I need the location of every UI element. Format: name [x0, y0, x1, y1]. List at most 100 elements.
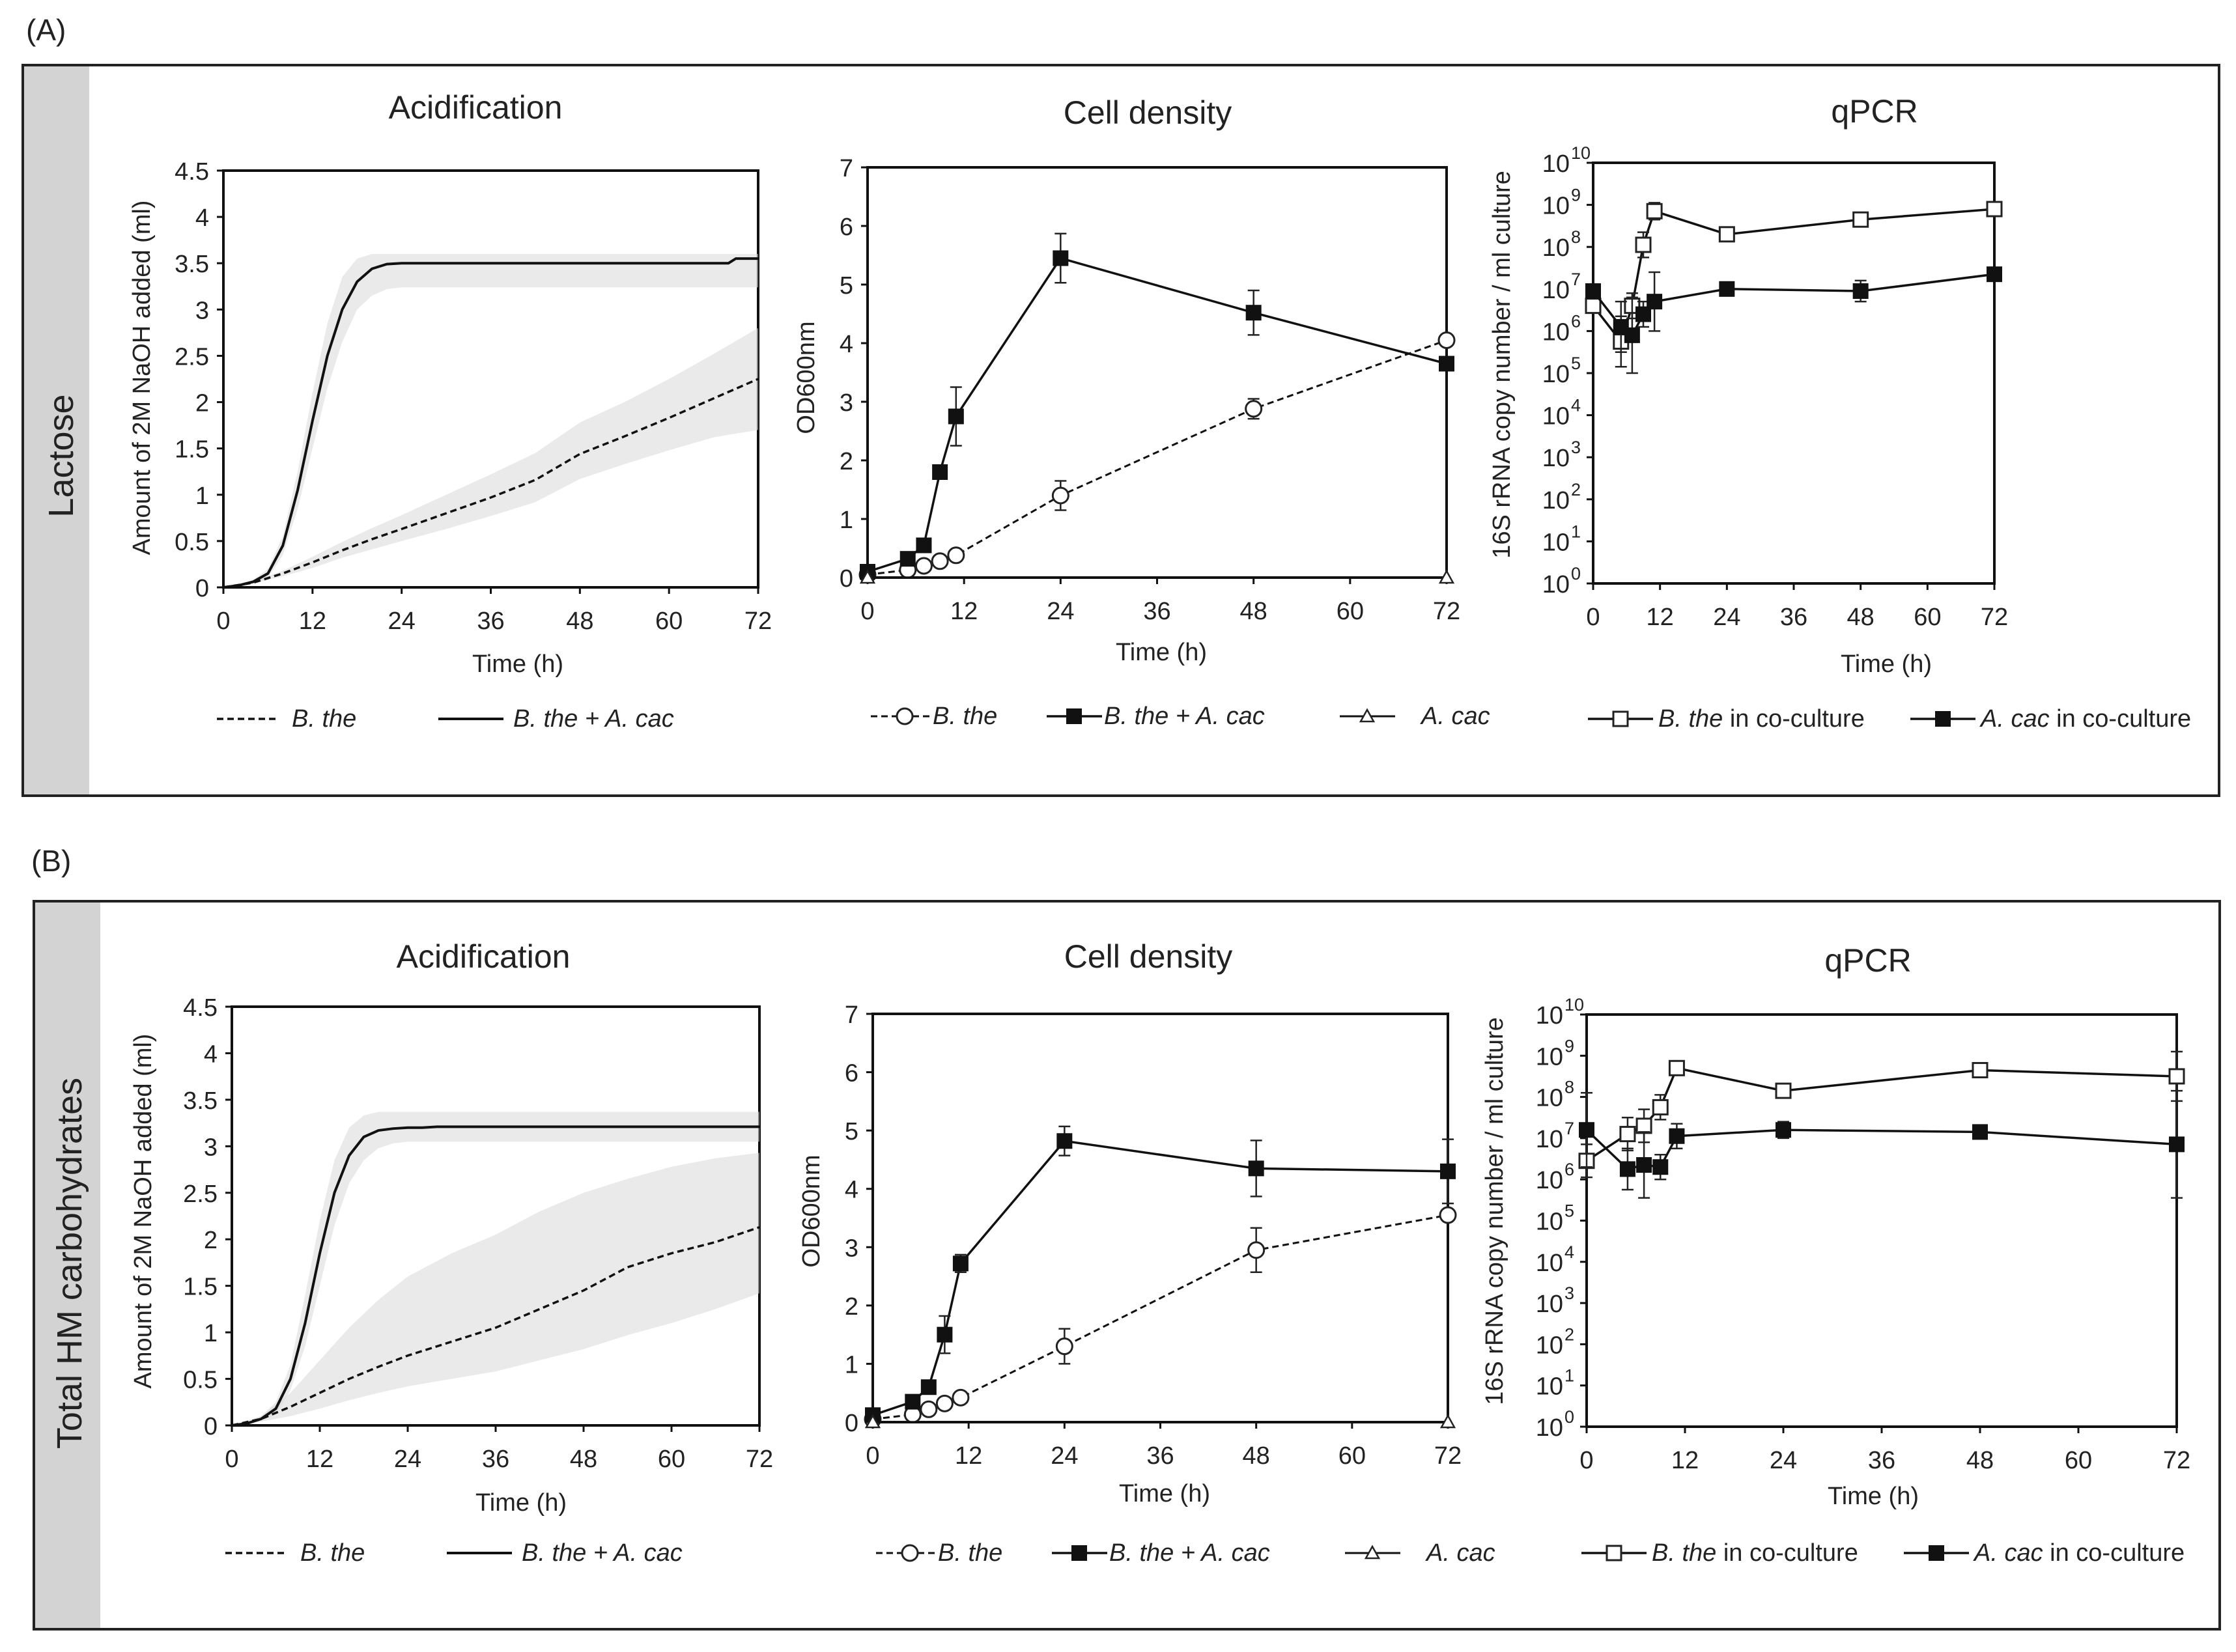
- data-point-b-the-a-cac: [899, 551, 916, 567]
- legend-label-b-the: B. the in co-culture: [1652, 1539, 1858, 1567]
- x-tick-label: 72: [744, 608, 772, 635]
- x-tick-label: 0: [866, 1442, 879, 1470]
- data-point-a-cac-in-co-culture: [1624, 327, 1640, 343]
- y-tick-label: 10: [1536, 1414, 1563, 1442]
- x-tick-label: 48: [570, 1446, 597, 1473]
- data-point-b-the-in-co-culture: [1775, 1082, 1792, 1099]
- panel-a-side-bar: [24, 66, 89, 794]
- y-tick-label: 2: [845, 1293, 858, 1321]
- data-point-b-the: [947, 546, 965, 565]
- y-tick-label: 1: [845, 1351, 858, 1379]
- chart-title: Acidification: [389, 89, 563, 126]
- y-tick-exponent: 9: [1571, 186, 1581, 205]
- y-tick-label: 1.5: [183, 1274, 218, 1301]
- x-tick-label: 0: [225, 1446, 238, 1473]
- data-point-a-cac-in-co-culture: [1636, 1157, 1652, 1173]
- y-tick-exponent: 3: [1564, 1283, 1574, 1303]
- data-point-b-the-in-co-culture: [1668, 1059, 1685, 1076]
- legend-label-b-the: B. the: [938, 1539, 1002, 1567]
- data-point-b-the-a-cac: [1440, 1163, 1456, 1179]
- data-point-b-the-in-co-culture: [1635, 236, 1652, 253]
- legend-marker-a-cac: [1935, 711, 1951, 727]
- y-tick-exponent: 7: [1564, 1119, 1574, 1138]
- data-point-b-the-a-cac: [1245, 305, 1262, 321]
- y-axis-label: Amount of 2M NaOH added (ml): [128, 201, 156, 555]
- y-tick-label: 10: [1536, 1209, 1563, 1236]
- y-tick-label: 5: [840, 272, 853, 300]
- y-tick-label: 10: [1536, 1043, 1563, 1071]
- y-tick-label: 4.5: [183, 994, 218, 1022]
- x-tick-label: 60: [2065, 1447, 2092, 1474]
- y-tick-label: 4.5: [175, 158, 209, 186]
- panel-a-frame: [21, 64, 2220, 797]
- data-point-b-the: [952, 1388, 970, 1407]
- y-tick-exponent: 1: [1571, 522, 1581, 541]
- legend-label-a-cac: A. cac: [1420, 703, 1490, 730]
- x-tick-label: 60: [1337, 598, 1364, 625]
- legend-species: A. cac: [1973, 1539, 2043, 1567]
- data-point-b-the: [1245, 400, 1263, 418]
- x-tick-label: 12: [1671, 1447, 1699, 1474]
- x-axis-label: Time (h): [1828, 1483, 1919, 1510]
- series-line-b-the-a-cac: [223, 257, 758, 589]
- x-tick-label: 12: [306, 1446, 333, 1473]
- data-point-b-the-a-cac: [1248, 1160, 1264, 1177]
- x-tick-label: 0: [1579, 1447, 1593, 1474]
- series-line-b-the: [872, 1214, 1449, 1421]
- chart-title: Cell density: [1064, 94, 1232, 131]
- legend-suffix: in co-culture: [2043, 1539, 2185, 1567]
- data-point-a-cac-in-co-culture: [1635, 306, 1651, 322]
- data-point-b-the-in-co-culture: [1852, 211, 1869, 228]
- y-tick-label: 7: [840, 155, 853, 182]
- chart-title: Acidification: [397, 938, 571, 975]
- data-point-b-the: [1247, 1241, 1266, 1259]
- data-point-a-cac-in-co-culture: [1669, 1128, 1685, 1144]
- y-tick-exponent: 6: [1571, 311, 1581, 331]
- y-tick-label: 0.5: [183, 1367, 218, 1394]
- y-tick-exponent: 8: [1571, 227, 1581, 247]
- y-tick-exponent: 10: [1564, 995, 1584, 1015]
- legend-label-b-the: B. the: [292, 705, 356, 733]
- y-tick-label: 0: [195, 575, 209, 602]
- y-tick-label: 10: [1542, 487, 1570, 514]
- data-point-b-the-in-co-culture: [1986, 201, 2003, 217]
- data-point-b-the: [1437, 331, 1456, 349]
- x-tick-label: 12: [950, 598, 978, 625]
- y-tick-label: 3: [840, 389, 853, 417]
- legend-label-b-the-a-cac: B. the + A. cac: [1104, 703, 1265, 730]
- y-tick-label: 4: [195, 204, 209, 232]
- y-tick-label: 10: [1542, 529, 1570, 556]
- data-point-a-cac-in-co-culture: [1652, 1159, 1669, 1175]
- y-tick-label: 1: [204, 1320, 218, 1347]
- y-tick-exponent: 10: [1571, 143, 1591, 163]
- y-tick-label: 1: [195, 483, 209, 510]
- data-point-a-cac-in-co-culture: [1852, 283, 1869, 300]
- y-tick-label: 10: [1542, 277, 1570, 304]
- y-axis-label: 16S rRNA copy number / ml culture: [1481, 1017, 1508, 1405]
- x-tick-label: 24: [388, 608, 416, 635]
- y-tick-label: 10: [1536, 1250, 1563, 1277]
- data-point-b-the-in-co-culture: [1652, 1099, 1669, 1115]
- y-axis-label: Amount of 2M NaOH added (ml): [130, 1034, 157, 1389]
- legend-label-b-the-a-cac: B. the + A. cac: [513, 705, 674, 733]
- y-tick-label: 4: [840, 331, 853, 358]
- x-tick-label: 60: [1914, 604, 1941, 631]
- series-line-b-the-in-co-culture: [1592, 208, 1995, 344]
- legend-marker-b-the: [1612, 710, 1629, 727]
- data-point-b-the: [1439, 1206, 1457, 1224]
- series-line-b-the: [223, 378, 759, 589]
- series-line-b-the-in-co-culture: [1586, 1067, 2177, 1162]
- legend-suffix: in co-culture: [1723, 705, 1865, 733]
- y-tick-label: 10: [1536, 1332, 1563, 1359]
- data-point-a-cac-in-co-culture: [1647, 294, 1663, 310]
- legend-species: A. cac: [1979, 705, 2050, 733]
- x-tick-label: 48: [1240, 598, 1267, 625]
- x-tick-label: 24: [1713, 604, 1740, 631]
- x-tick-label: 36: [477, 608, 504, 635]
- x-tick-label: 72: [1433, 598, 1460, 625]
- legend-label-b-the: B. the: [933, 703, 997, 730]
- plot-frame: [1585, 1013, 2178, 1428]
- y-tick-label: 2.5: [175, 343, 209, 371]
- data-point-a-cac: [864, 1414, 881, 1429]
